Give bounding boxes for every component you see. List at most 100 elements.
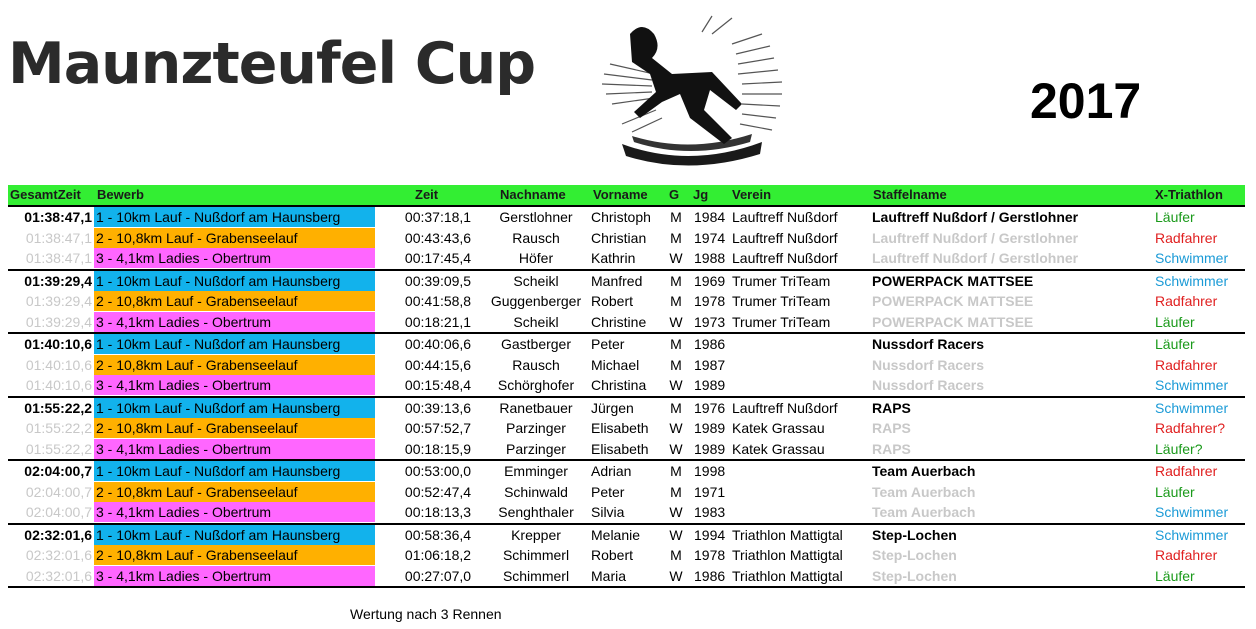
- bewerb-cell: 3 - 4,1km Ladies - Obertrum: [94, 438, 375, 459]
- year-cell: 1978: [694, 547, 726, 563]
- relay-name-cell: RAPS: [872, 440, 911, 457]
- lastname-cell: Schörghofer: [497, 377, 575, 393]
- header-g: G: [669, 187, 680, 202]
- team-group: 01:38:47,1 1 - 10km Lauf - Nußdorf am Hau…: [8, 205, 1245, 269]
- gender-cell: M: [670, 336, 682, 352]
- firstname-cell: Melanie: [591, 526, 641, 543]
- relay-name-cell: Nussdorf Racers: [872, 356, 985, 373]
- year-cell: 1986: [694, 567, 726, 584]
- lastname-cell: Rausch: [512, 356, 560, 373]
- table-row: 01:39:29,4 1 - 10km Lauf - Nußdorf am Hau…: [8, 270, 1245, 292]
- gender-cell: W: [669, 440, 683, 457]
- bewerb-cell: 3 - 4,1km Ladies - Obertrum: [94, 311, 375, 332]
- bewerb-cell: 1 - 10km Lauf - Nußdorf am Haunsberg: [94, 461, 375, 481]
- bewerb-cell: 2 - 10,8km Lauf - Grabenseelauf: [94, 354, 375, 375]
- table-row: 01:40:10,6 3 - 4,1km Ladies - Obertrum 00:…: [8, 375, 1245, 396]
- team-group: 01:40:10,6 1 - 10km Lauf - Nußdorf am Hau…: [8, 332, 1245, 396]
- relay-name-cell: POWERPACK MATTSEE: [872, 293, 1034, 309]
- firstname-cell: Elisabeth: [591, 440, 649, 457]
- total-time-cell: 01:39:29,4: [24, 272, 92, 289]
- gender-cell: M: [670, 229, 682, 246]
- lastname-cell: Gerstlohner: [499, 209, 573, 225]
- lastname-cell: Krepper: [511, 526, 561, 543]
- table-row: 01:38:47,1 2 - 10,8km Lauf - Grabenseelau…: [8, 227, 1245, 249]
- relay-name-cell: Team Auerbach: [872, 483, 976, 500]
- time-cell: 00:39:09,5: [404, 272, 472, 289]
- relay-name-cell: Lauftreff Nußdorf / Gerstlohner: [872, 209, 1079, 225]
- total-time-cell: 02:04:00,7: [25, 504, 92, 520]
- header-gesamtzeit: GesamtZeit: [10, 187, 81, 202]
- table-row: 01:39:29,4 3 - 4,1km Ladies - Obertrum 00:…: [8, 311, 1245, 333]
- firstname-cell: Christoph: [591, 209, 651, 225]
- table-body: 01:38:47,1 1 - 10km Lauf - Nußdorf am Hau…: [8, 205, 1245, 586]
- firstname-cell: Manfred: [591, 272, 643, 289]
- table-row: 01:55:22,2 1 - 10km Lauf - Nußdorf am Hau…: [8, 397, 1245, 419]
- header-bewerb: Bewerb: [97, 187, 144, 202]
- header-jg: Jg: [693, 187, 709, 202]
- lastname-cell: Schimmerl: [502, 567, 570, 584]
- xtriathlon-cell: Radfahrer: [1155, 229, 1218, 246]
- gender-cell: W: [669, 504, 683, 520]
- table-bottom-rule: [8, 586, 1245, 588]
- year-cell: 1976: [694, 399, 726, 416]
- total-time-cell: 01:40:10,6: [25, 377, 92, 393]
- time-cell: 00:17:45,4: [404, 250, 472, 266]
- bewerb-cell: 1 - 10km Lauf - Nußdorf am Haunsberg: [94, 207, 375, 227]
- relay-name-cell: Step-Lochen: [872, 567, 957, 584]
- xtriathlon-cell: Schwimmer: [1155, 399, 1229, 416]
- total-time-cell: 02:04:00,7: [25, 483, 92, 500]
- club-cell: Triathlon Mattigtal: [732, 547, 843, 563]
- table-row: 01:55:22,2 2 - 10,8km Lauf - Grabenseelau…: [8, 418, 1245, 439]
- lastname-cell: Emminger: [504, 463, 568, 479]
- footer-note: Wertung nach 3 Rennen: [350, 606, 502, 622]
- total-time-cell: 01:55:22,2: [25, 420, 92, 436]
- time-cell: 00:18:21,1: [404, 313, 472, 330]
- xtriathlon-cell: Radfahrer: [1155, 293, 1218, 309]
- club-cell: Triathlon Mattigtal: [732, 567, 843, 584]
- club-cell: Lauftreff Nußdorf: [732, 209, 838, 225]
- year-cell: 1989: [694, 420, 726, 436]
- relay-name-cell: POWERPACK MATTSEE: [872, 272, 1034, 289]
- year-cell: 1984: [694, 209, 726, 225]
- xtriathlon-cell: Schwimmer: [1155, 272, 1229, 289]
- gender-cell: W: [669, 250, 683, 266]
- lastname-cell: Senghthaler: [498, 504, 574, 520]
- gender-cell: W: [669, 377, 683, 393]
- gender-cell: M: [670, 293, 682, 309]
- club-cell: Katek Grassau: [732, 440, 825, 457]
- team-group: 01:39:29,4 1 - 10km Lauf - Nußdorf am Hau…: [8, 268, 1245, 333]
- firstname-cell: Kathrin: [591, 250, 636, 266]
- xtriathlon-cell: Schwimmer: [1155, 377, 1229, 393]
- year-cell: 1989: [694, 440, 726, 457]
- relay-name-cell: POWERPACK MATTSEE: [872, 313, 1034, 330]
- table-row: 01:40:10,6 2 - 10,8km Lauf - Grabenseelau…: [8, 354, 1245, 376]
- xtriathlon-cell: Schwimmer: [1155, 526, 1229, 543]
- team-group: 02:32:01,6 1 - 10km Lauf - Nußdorf am Hau…: [8, 522, 1245, 587]
- total-time-cell: 01:39:29,4: [25, 313, 92, 330]
- header-verein: Verein: [732, 187, 772, 202]
- bewerb-cell: 1 - 10km Lauf - Nußdorf am Haunsberg: [94, 524, 375, 545]
- xtriathlon-cell: Läufer: [1155, 483, 1195, 500]
- year-cell: 1969: [694, 272, 726, 289]
- time-cell: 00:37:18,1: [404, 209, 472, 225]
- bewerb-cell: 2 - 10,8km Lauf - Grabenseelauf: [94, 481, 375, 502]
- bewerb-cell: 1 - 10km Lauf - Nußdorf am Haunsberg: [94, 334, 375, 354]
- bewerb-cell: 2 - 10,8km Lauf - Grabenseelauf: [94, 227, 375, 248]
- bewerb-cell: 1 - 10km Lauf - Nußdorf am Haunsberg: [94, 270, 375, 291]
- relay-name-cell: Team Auerbach: [872, 463, 976, 479]
- relay-name-cell: Step-Lochen: [872, 547, 957, 563]
- table-row: 01:38:47,1 1 - 10km Lauf - Nußdorf am Hau…: [8, 207, 1245, 228]
- header-nachname: Nachname: [500, 187, 566, 202]
- firstname-cell: Christine: [591, 313, 647, 330]
- gender-cell: W: [669, 313, 683, 330]
- time-cell: 00:15:48,4: [404, 377, 472, 393]
- xtriathlon-cell: Läufer: [1155, 567, 1195, 584]
- lastname-cell: Gastberger: [500, 336, 572, 352]
- bewerb-cell: 3 - 4,1km Ladies - Obertrum: [94, 375, 375, 395]
- club-cell: Lauftreff Nußdorf: [732, 250, 838, 266]
- gender-cell: W: [669, 526, 683, 543]
- firstname-cell: Robert: [591, 547, 634, 563]
- relay-name-cell: Lauftreff Nußdorf / Gerstlohner: [872, 250, 1079, 266]
- xtriathlon-cell: Läufer: [1155, 313, 1195, 330]
- page-title: Maunzteufel Cup: [8, 31, 536, 97]
